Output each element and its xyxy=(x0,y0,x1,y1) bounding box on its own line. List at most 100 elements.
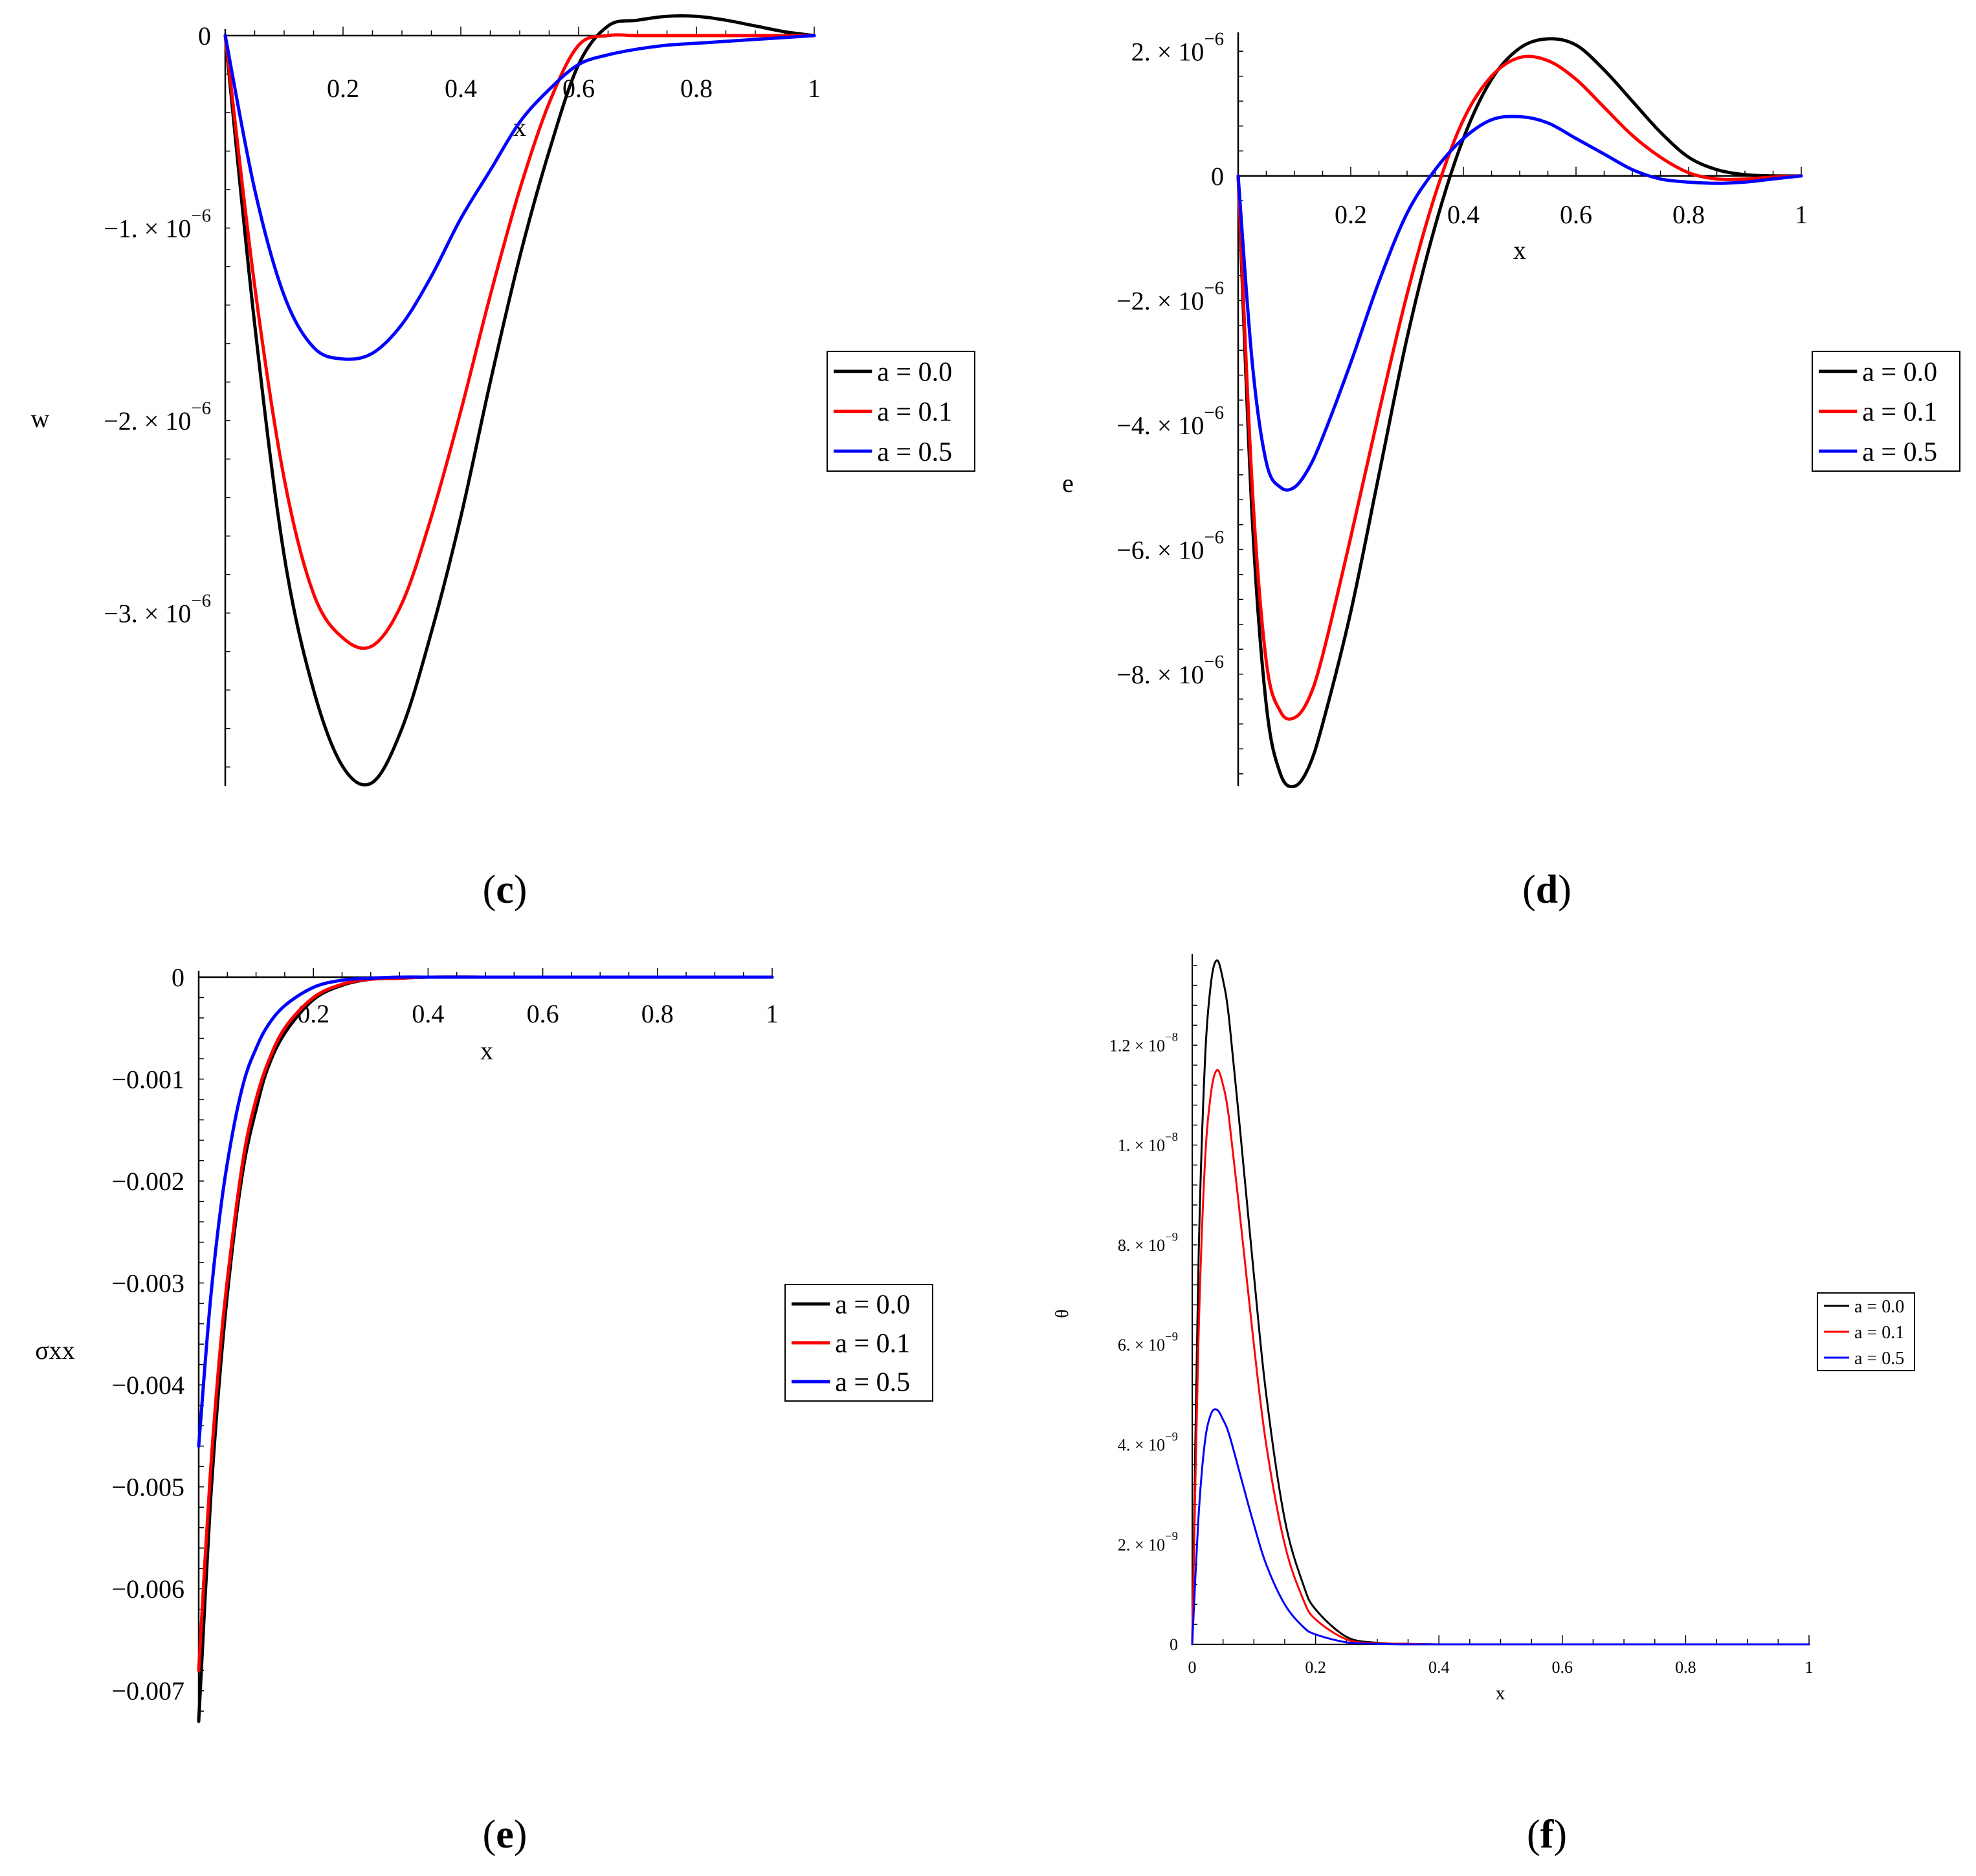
y-tick-mantissa: −3. × 10 xyxy=(104,599,191,628)
panel-d: 0.2 0.4 0.6 0.8 12. × 10−60−2. × 10−6−4. × 1… xyxy=(1062,28,1960,789)
x-axis-label: x xyxy=(1513,236,1526,265)
y-tick-mantissa: −2. × 10 xyxy=(104,406,191,436)
y-tick-mantissa: −0.001 xyxy=(111,1065,184,1094)
y-tick-label: −2. × 10−6 xyxy=(104,398,211,436)
y-tick-exponent: −6 xyxy=(191,590,211,611)
y-axis-label: θ xyxy=(1052,1309,1072,1318)
y-tick-mantissa: 8. × 10 xyxy=(1118,1236,1165,1255)
x-tick-label: 0.4 xyxy=(1447,200,1480,229)
x-tick-label: 0.2 xyxy=(1335,200,1367,229)
y-tick-exponent: −6 xyxy=(1204,28,1224,49)
legend: a = 0.0 a = 0.1 a = 0.5 xyxy=(1812,351,1960,472)
legend-label: a = 0.1 xyxy=(1862,397,1937,427)
y-tick-exponent: −8 xyxy=(1165,1131,1178,1144)
y-tick-label: 1.2 × 10−8 xyxy=(1109,1031,1178,1055)
y-tick-mantissa: −0.005 xyxy=(111,1473,184,1502)
legend-label: a = 0.5 xyxy=(835,1368,910,1398)
y-tick-exponent: −6 xyxy=(1204,278,1224,298)
y-tick-mantissa: −2. × 10 xyxy=(1116,286,1204,315)
y-tick-mantissa: −0.002 xyxy=(111,1167,184,1196)
y-tick-label: −0.004 xyxy=(111,1371,184,1400)
series-line-05 xyxy=(1191,1408,1810,1646)
y-tick-mantissa: −1. × 10 xyxy=(104,214,191,243)
x-tick-label: 0.2 xyxy=(327,74,359,103)
y-tick-label: −0.007 xyxy=(111,1677,184,1706)
y-tick-mantissa: −0.004 xyxy=(111,1371,184,1400)
y-tick-exponent: −9 xyxy=(1165,1530,1178,1543)
x-tick-label: 1 xyxy=(1805,1658,1814,1677)
caption-e: (e) xyxy=(483,1813,527,1857)
y-tick-label: −2. × 10−6 xyxy=(1116,278,1224,315)
y-tick-label: −8. × 10−6 xyxy=(1116,652,1224,689)
y-tick-label: 6. × 10−9 xyxy=(1118,1330,1178,1355)
y-tick-label: −0.005 xyxy=(111,1473,184,1502)
y-tick-label: 4. × 10−9 xyxy=(1118,1430,1178,1455)
x-tick-label: 0.2 xyxy=(1305,1658,1326,1677)
legend-label: a = 0.0 xyxy=(1862,358,1937,388)
legend-label: a = 0.5 xyxy=(877,437,952,467)
caption-c: (c) xyxy=(483,868,527,912)
y-tick-label: 0 xyxy=(172,963,184,992)
caption-d: (d) xyxy=(1522,868,1571,912)
y-tick-mantissa: −0.007 xyxy=(111,1677,184,1706)
x-tick-label: 0.6 xyxy=(562,74,595,103)
y-axis-label: e xyxy=(1062,469,1074,498)
y-tick-exponent: −9 xyxy=(1165,1230,1178,1244)
y-tick-exponent: −6 xyxy=(1204,527,1224,547)
y-tick-mantissa: 2. × 10 xyxy=(1131,37,1204,66)
legend-label: a = 0.1 xyxy=(1854,1323,1904,1343)
x-tick-label: 0.6 xyxy=(527,999,559,1028)
y-tick-label: 0 xyxy=(1211,162,1224,191)
y-tick-mantissa: 6. × 10 xyxy=(1118,1336,1165,1354)
legend-label: a = 0.0 xyxy=(877,358,952,388)
y-tick-exponent: −8 xyxy=(1165,1031,1178,1044)
legend-label: a = 0.1 xyxy=(835,1329,910,1359)
y-tick-mantissa: 1. × 10 xyxy=(1118,1136,1165,1155)
x-tick-label: 0 xyxy=(1188,1658,1197,1677)
y-tick-label: 2. × 10−9 xyxy=(1118,1530,1178,1554)
y-tick-exponent: −9 xyxy=(1165,1330,1178,1344)
x-tick-label: 0.4 xyxy=(412,999,444,1028)
x-tick-label: 0.4 xyxy=(445,74,477,103)
y-tick-mantissa: 0 xyxy=(172,963,184,992)
legend-label: a = 0.5 xyxy=(1862,437,1937,467)
y-tick-label: −0.006 xyxy=(111,1574,184,1604)
x-tick-label: 0.6 xyxy=(1552,1658,1573,1677)
y-tick-label: −0.001 xyxy=(111,1065,184,1094)
series-line-05 xyxy=(1236,115,1803,492)
legend-label: a = 0.1 xyxy=(877,397,952,427)
x-tick-label: 0.8 xyxy=(1675,1658,1696,1677)
y-tick-mantissa: −0.006 xyxy=(111,1574,184,1604)
y-tick-mantissa: 0 xyxy=(1170,1635,1178,1654)
y-tick-label: −3. × 10−6 xyxy=(104,590,211,628)
x-tick-label: 1 xyxy=(766,999,779,1028)
x-tick-label: 0.2 xyxy=(297,999,329,1028)
series-line-00 xyxy=(1236,37,1803,789)
y-tick-mantissa: −8. × 10 xyxy=(1116,660,1204,689)
legend-label: a = 0.0 xyxy=(835,1290,910,1320)
y-tick-label: −6. × 10−6 xyxy=(1116,527,1224,564)
x-tick-label: 0.8 xyxy=(641,999,674,1028)
y-tick-label: 0 xyxy=(1170,1635,1178,1654)
series-line-05 xyxy=(223,34,816,361)
y-tick-mantissa: 0 xyxy=(1211,162,1224,191)
y-tick-exponent: −6 xyxy=(1204,652,1224,672)
y-tick-mantissa: 0 xyxy=(198,21,211,50)
y-tick-exponent: −6 xyxy=(1204,403,1224,423)
y-tick-exponent: −9 xyxy=(1165,1430,1178,1444)
y-tick-label: −0.002 xyxy=(111,1167,184,1196)
x-tick-label: 1 xyxy=(808,74,821,103)
caption-f: (f) xyxy=(1527,1813,1567,1857)
panel-e: 0.2 0.4 0.6 0.8 1 0 −0.001 −0.002 −0.003 −0.004 −0… xyxy=(35,963,933,1723)
y-tick-label: −1. × 10−6 xyxy=(104,205,211,243)
legend-label: a = 0.5 xyxy=(1854,1349,1904,1369)
panel-f: 0 0.2 0.4 0.6 0.8 102. × 10−94. × 10−96. × 10… xyxy=(1052,954,1915,1704)
x-tick-label: 1 xyxy=(1795,200,1808,229)
y-tick-label: 0 xyxy=(198,21,211,50)
y-tick-mantissa: −4. × 10 xyxy=(1116,411,1204,440)
legend: a = 0.0 a = 0.1 a = 0.5 xyxy=(827,351,975,472)
panel-c: 0.2 0.4 0.6 0.8 10−1. × 10−6−2. × 10−6−3. × … xyxy=(31,14,975,787)
y-tick-mantissa: 4. × 10 xyxy=(1118,1435,1165,1454)
y-tick-label: 2. × 10−6 xyxy=(1131,28,1224,66)
